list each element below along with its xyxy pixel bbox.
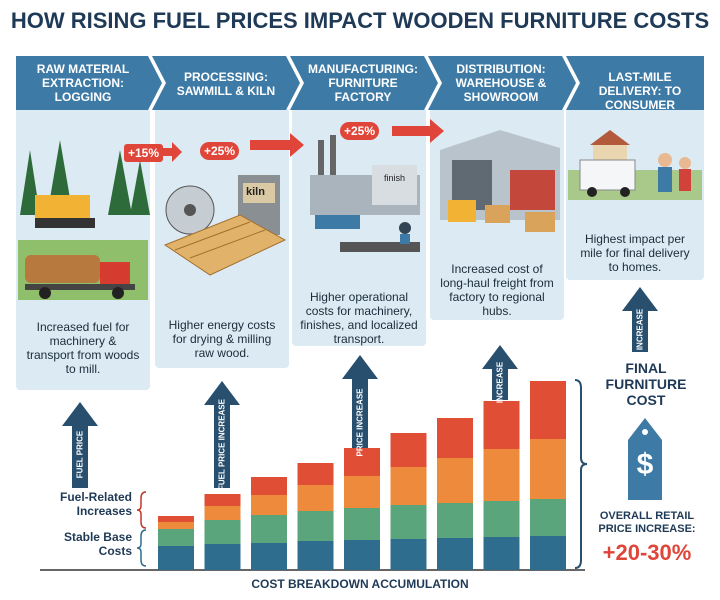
arrow-label: INCREASE [635,308,645,351]
bar-segment [483,501,520,537]
legend-label: Fuel-Related Increases [59,490,132,518]
bar-segment [530,439,566,499]
stage-header: LAST-MILE DELIVERY: TO CONSUMER [598,70,682,112]
bar-segment [390,539,427,570]
title: HOW RISING FUEL PRICES IMPACT WOODEN FUR… [10,8,710,33]
price-tag [628,418,662,500]
tag-symbol: $ [636,448,654,481]
final-note: OVERALL RETAIL PRICE INCREASE: [598,510,696,535]
brace [136,529,147,567]
image-label: kiln [246,186,265,198]
bar-segment [437,458,473,503]
bar-segment [158,522,194,529]
arrow-label: FUEL PRICE INCREASE [217,399,227,490]
stage-description: Increased fuel for machinery & transport… [26,320,140,376]
stage-header: DISTRIBUTION: WAREHOUSE & SHOWROOM [455,62,547,104]
final-title: FINAL FURNITURE COST [605,360,687,408]
bar-segment [204,494,241,506]
bar-segment [483,449,520,501]
arrow-label: PRICE INCREASE [355,388,365,457]
stage-header: RAW MATERIAL EXTRACTION: LOGGING [36,62,130,104]
bar-segment [297,463,334,485]
bar-segment [158,529,194,546]
arrow-label: FUEL PRICE [75,430,85,479]
bar-segment [297,541,334,570]
increase-badge: +15% [124,144,164,162]
bar-segment [344,476,380,508]
arrow-label: INCREASE [495,361,505,404]
stacked-bars [158,381,566,570]
bar-segment [158,546,194,570]
bar-segment [344,448,380,476]
stage-description: Increased cost of long-haul freight from… [440,262,554,318]
brace [574,379,588,569]
bar-segment [530,381,566,439]
image-label: finish [384,173,406,183]
chart-caption: COST BREAKDOWN ACCUMULATION [251,577,469,591]
bar-segment [158,516,194,522]
bar-segment [530,499,566,536]
bar-segment [204,544,241,570]
brace [136,491,147,529]
tag-hole [642,429,648,435]
bar-segment [204,506,241,520]
legend-label: Stable Base Costs [63,530,132,558]
stage-description: Higher energy costs for drying & milling… [168,318,276,360]
up-arrows [62,287,658,488]
bar-segment [390,505,427,539]
bar-segment [437,538,473,570]
bar-segment [437,418,473,458]
bar-segment [344,508,380,540]
bar-segment [390,467,427,505]
stage-header: MANUFACTURING: FURNITURE FACTORY [308,62,418,104]
bar-segment [251,515,287,543]
stage-header: PROCESSING: SAWMILL & KILN [176,70,276,98]
sawmill-illustration [163,175,287,276]
bar-segment [483,537,520,570]
bar-segment [437,503,473,538]
stage-headers [16,56,704,110]
bar-segment [530,536,566,570]
bar-segment [204,520,241,544]
increase-badge: +25% [200,142,240,160]
bar-segment [251,543,287,570]
bar-segment [297,511,334,541]
final-range: +20-30% [602,540,692,565]
factory-illustration [310,135,420,252]
bar-segment [483,401,520,449]
bar-segment [390,433,427,467]
increase-badge: +25% [340,122,380,140]
delivery-illustration [568,130,702,200]
stage-description: Highest impact per mile for final delive… [580,232,690,274]
bar-segment [344,540,380,570]
logging-illustration [18,140,150,300]
bar-segment [251,495,287,515]
stage-description: Higher operational costs for machinery, … [300,290,418,346]
warehouse-illustration [440,130,560,232]
bar-segment [251,477,287,495]
bar-segment [297,485,334,511]
flow-arrows [160,119,444,162]
